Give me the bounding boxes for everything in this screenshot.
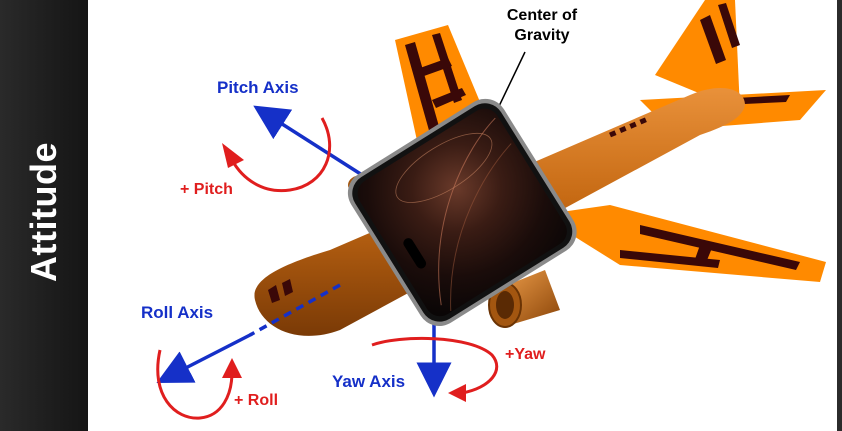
- lower-wing: [540, 205, 826, 282]
- plus-roll-label: + Roll: [234, 392, 279, 409]
- cg-label-line1: Center of: [506, 7, 578, 24]
- dynamic-island: [403, 238, 427, 269]
- smartphone-overlay: [347, 98, 577, 327]
- roll-rotation-arrowhead: [222, 358, 242, 378]
- cg-label-line2: Gravity: [514, 27, 570, 44]
- plus-yaw-label: +Yaw: [505, 346, 546, 363]
- sidebar-title: Attitude: [23, 142, 64, 282]
- vertical-tail: [655, 0, 740, 110]
- attitude-diagram: [156, 0, 826, 420]
- center-of-gravity-label: Center of Gravity: [493, 6, 591, 46]
- yaw-rotation-arc: [371, 336, 499, 395]
- pitch-axis-line: [253, 105, 371, 182]
- yaw-axis-label: Yaw Axis: [332, 372, 406, 391]
- roll-axis-line: [156, 332, 253, 383]
- roll-rotation-arc: [156, 349, 234, 420]
- roll-axis-dashed: [249, 283, 341, 337]
- right-border: [837, 0, 842, 431]
- plus-pitch-label: + Pitch: [180, 181, 233, 198]
- roll-axis-label: Roll Axis: [141, 303, 214, 322]
- pitch-rotation-arc: [230, 117, 332, 193]
- sidebar: Attitude: [0, 0, 88, 431]
- pitch-axis-label: Pitch Axis: [217, 78, 299, 97]
- yaw-rotation-arrowhead: [448, 384, 466, 402]
- pitch-rotation-arrowhead: [222, 143, 244, 168]
